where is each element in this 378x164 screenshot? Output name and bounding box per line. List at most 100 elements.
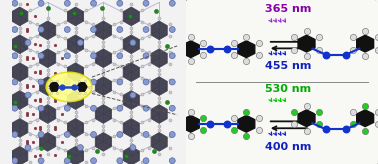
Circle shape (77, 145, 84, 151)
Ellipse shape (46, 72, 92, 102)
Polygon shape (12, 119, 28, 137)
Circle shape (117, 79, 123, 85)
Circle shape (64, 0, 70, 6)
Circle shape (143, 27, 149, 32)
Circle shape (64, 27, 70, 32)
Circle shape (91, 79, 96, 85)
Circle shape (143, 79, 149, 85)
Circle shape (12, 0, 18, 6)
Circle shape (64, 79, 70, 85)
Polygon shape (40, 21, 56, 39)
Polygon shape (238, 41, 255, 58)
Circle shape (12, 158, 18, 164)
Circle shape (169, 53, 175, 59)
Circle shape (38, 158, 44, 164)
Polygon shape (357, 110, 373, 127)
Circle shape (77, 92, 84, 98)
Polygon shape (357, 35, 373, 52)
Circle shape (143, 105, 149, 111)
Circle shape (91, 158, 96, 164)
Circle shape (169, 79, 175, 85)
Polygon shape (124, 119, 139, 137)
Polygon shape (68, 147, 83, 164)
Text: 365 nm: 365 nm (265, 4, 311, 14)
Circle shape (91, 105, 96, 111)
Circle shape (12, 53, 18, 59)
Circle shape (25, 40, 31, 46)
Polygon shape (182, 115, 199, 132)
Circle shape (25, 145, 31, 151)
Text: 530 nm: 530 nm (265, 84, 311, 94)
Circle shape (117, 158, 123, 164)
Circle shape (64, 158, 70, 164)
Circle shape (143, 53, 149, 59)
FancyBboxPatch shape (183, 0, 378, 164)
Polygon shape (12, 35, 28, 53)
Polygon shape (151, 105, 167, 123)
Circle shape (143, 132, 149, 137)
Circle shape (130, 145, 136, 151)
Text: 455 nm: 455 nm (265, 62, 311, 71)
Circle shape (91, 0, 96, 6)
Polygon shape (238, 115, 255, 132)
Circle shape (38, 53, 44, 59)
Circle shape (117, 0, 123, 6)
Circle shape (64, 53, 70, 59)
Polygon shape (40, 133, 56, 151)
Circle shape (12, 27, 18, 32)
Polygon shape (96, 49, 111, 67)
Circle shape (143, 158, 149, 164)
Polygon shape (96, 21, 111, 39)
Circle shape (64, 105, 70, 111)
Circle shape (117, 105, 123, 111)
Circle shape (130, 92, 136, 98)
Circle shape (130, 40, 136, 46)
Polygon shape (12, 91, 28, 109)
Circle shape (117, 27, 123, 32)
Circle shape (169, 27, 175, 32)
Circle shape (143, 0, 149, 6)
Polygon shape (124, 63, 139, 81)
Polygon shape (40, 77, 56, 95)
Circle shape (12, 132, 18, 137)
Circle shape (38, 105, 44, 111)
Circle shape (117, 132, 123, 137)
Polygon shape (182, 41, 199, 58)
Polygon shape (68, 119, 83, 137)
Polygon shape (12, 7, 28, 25)
Polygon shape (40, 49, 56, 67)
Polygon shape (68, 63, 83, 81)
Circle shape (77, 40, 84, 46)
Circle shape (117, 53, 123, 59)
Polygon shape (124, 91, 139, 109)
Polygon shape (151, 77, 167, 95)
Polygon shape (40, 105, 56, 123)
Circle shape (38, 0, 44, 6)
Circle shape (25, 92, 31, 98)
Polygon shape (68, 7, 83, 25)
Polygon shape (96, 133, 111, 151)
Polygon shape (298, 110, 315, 127)
Polygon shape (96, 105, 111, 123)
Text: 400 nm: 400 nm (265, 142, 311, 152)
Circle shape (38, 79, 44, 85)
Polygon shape (12, 147, 28, 164)
Polygon shape (151, 21, 167, 39)
Polygon shape (298, 35, 315, 52)
Circle shape (12, 105, 18, 111)
Circle shape (169, 105, 175, 111)
Polygon shape (68, 35, 83, 53)
Circle shape (91, 27, 96, 32)
Polygon shape (151, 49, 167, 67)
Circle shape (91, 53, 96, 59)
Polygon shape (12, 63, 28, 81)
Polygon shape (124, 147, 139, 164)
Polygon shape (124, 7, 139, 25)
Circle shape (12, 79, 18, 85)
Polygon shape (77, 83, 87, 91)
Circle shape (169, 158, 175, 164)
Polygon shape (68, 91, 83, 109)
Polygon shape (151, 133, 167, 151)
Circle shape (64, 132, 70, 137)
Polygon shape (96, 77, 111, 95)
